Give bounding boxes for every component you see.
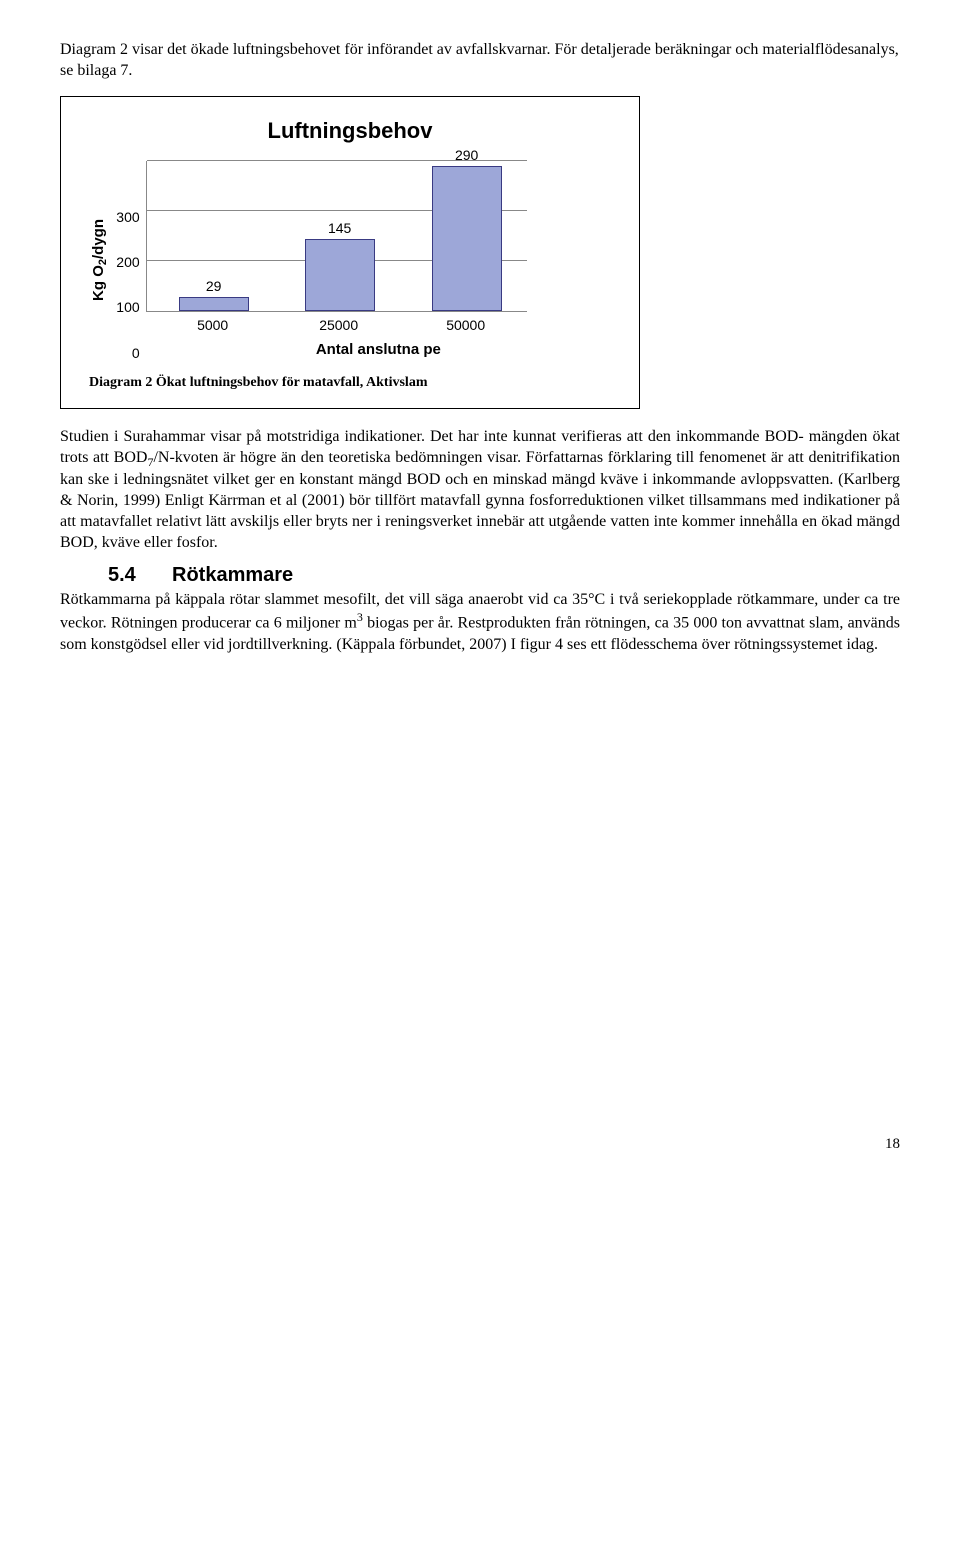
- chart-container: Luftningsbehov Kg O2/dygn 300 200 100 0 …: [60, 96, 640, 409]
- chart-area: Kg O2/dygn 300 200 100 0 29145290 500025…: [89, 161, 611, 360]
- plot-area: 29145290: [146, 161, 527, 312]
- x-axis-ticks: 5000 25000 50000: [146, 316, 526, 334]
- ytick: 0: [116, 346, 139, 360]
- bar: [179, 297, 249, 312]
- ytick: 200: [116, 255, 139, 269]
- y-axis-ticks: 300 200 100 0: [116, 210, 139, 360]
- xtick: 5000: [178, 316, 248, 334]
- paragraph-2: Rötkammarna på käppala rötar slammet mes…: [60, 590, 900, 656]
- section-heading: 5.4Rötkammare: [108, 562, 900, 588]
- bar-value-label: 145: [328, 219, 351, 237]
- xtick: 50000: [431, 316, 501, 334]
- bar-group: 145: [305, 219, 375, 312]
- chart-title: Luftningsbehov: [89, 117, 611, 146]
- x-axis-label: Antal anslutna pe: [146, 340, 611, 360]
- bar: [432, 166, 502, 311]
- bar-value-label: 29: [206, 277, 222, 295]
- heading-number: 5.4: [108, 562, 172, 588]
- paragraph-1: Studien i Surahammar visar på motstridig…: [60, 427, 900, 554]
- ytick: 100: [116, 300, 139, 314]
- xtick: 25000: [304, 316, 374, 334]
- chart-caption: Diagram 2 Ökat luftningsbehov för matavf…: [89, 374, 611, 392]
- page-number: 18: [60, 1135, 900, 1155]
- ytick: 300: [116, 210, 139, 224]
- bar-value-label: 290: [455, 146, 478, 164]
- bar-group: 29: [179, 277, 249, 312]
- bar-group: 290: [432, 146, 502, 311]
- y-axis-label: Kg O2/dygn: [89, 219, 110, 301]
- intro-paragraph: Diagram 2 visar det ökade luftningsbehov…: [60, 40, 900, 82]
- heading-title: Rötkammare: [172, 564, 293, 586]
- bar: [305, 239, 375, 312]
